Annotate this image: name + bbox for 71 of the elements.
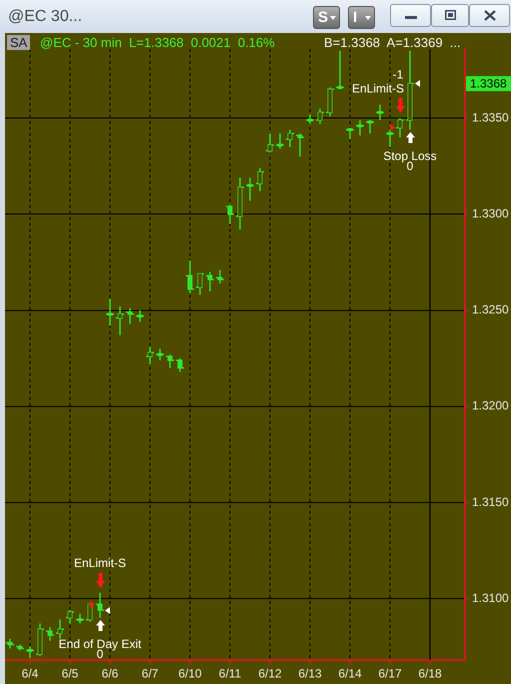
chart-subtitle: @EC - 30 min L=1.3368 0.0021 0.16%: [40, 35, 275, 50]
annotation: B=1.3368 A=1.3369 ...: [324, 35, 461, 50]
maximize-button[interactable]: [431, 4, 469, 27]
candlestick: [255, 167, 265, 192]
candlestick: [395, 117, 405, 138]
candlestick: [195, 273, 205, 296]
dropdown-button[interactable]: [313, 6, 340, 29]
candlestick: [305, 114, 315, 125]
y-tick-label: 1.3300: [472, 206, 510, 221]
candlestick: [375, 104, 385, 121]
candlestick: [25, 646, 35, 659]
candlestick: [65, 609, 75, 624]
x-tick-label: 6/12: [258, 666, 282, 681]
text: S: [318, 9, 328, 26]
candlestick: [115, 306, 125, 336]
candlestick: [355, 119, 365, 136]
candlestick: [275, 132, 285, 150]
y-tick-label: 1.3150: [472, 494, 510, 509]
x-tick-label: 6/10: [178, 666, 202, 681]
y-tick-label: 1.3250: [472, 302, 510, 317]
y-tick-label: 1.3100: [472, 590, 510, 605]
candlestick: [75, 613, 85, 624]
x-tick-label: 6/14: [338, 666, 362, 681]
candlestick: [345, 127, 355, 140]
candlestick: [365, 119, 375, 134]
close-button[interactable]: [469, 4, 510, 27]
x-tick-label: 6/13: [298, 666, 322, 681]
candlestick: [5, 638, 15, 650]
candlestick: [245, 177, 255, 202]
candlestick: [105, 298, 115, 326]
candlestick: [135, 310, 145, 323]
annotation: Stop Loss 0: [383, 149, 437, 174]
candlestick: [155, 348, 165, 361]
annotation: SA: [7, 35, 30, 50]
candlestick: [325, 86, 335, 117]
dropdown-button[interactable]: [348, 6, 375, 29]
minimize-button[interactable]: [390, 4, 431, 27]
annotation: End of Day Exit 0: [58, 637, 142, 662]
candlestick: [225, 204, 235, 225]
candlestick: [185, 260, 195, 294]
x-tick-label: 6/6: [102, 666, 119, 681]
candlestick: [215, 269, 225, 284]
candlestick: [125, 308, 135, 324]
candlestick: [35, 622, 45, 657]
x-tick-label: 6/4: [22, 666, 39, 681]
y-tick-label: 1.3200: [472, 398, 510, 413]
annotation: EnLimit-S: [74, 556, 126, 570]
candlestick: [295, 132, 305, 158]
candlestick: [385, 129, 395, 148]
candlestick: [165, 354, 175, 369]
candlestick: [285, 129, 295, 148]
x-tick-label: 6/5: [62, 666, 79, 681]
candlestick: [315, 108, 325, 125]
candlestick: [265, 132, 275, 154]
annotation: -1 EnLimit-S: [352, 67, 404, 96]
candlestick: [335, 50, 345, 90]
candlestick: [205, 271, 215, 292]
x-tick-label: 6/17: [378, 666, 402, 681]
candlestick: [45, 626, 55, 642]
candlestick: [175, 358, 185, 372]
candlestick: [145, 346, 155, 365]
x-tick-label: 6/11: [218, 666, 242, 681]
candlestick: [55, 618, 65, 640]
text: I: [353, 9, 358, 26]
y-tick-label: 1.3350: [472, 110, 510, 124]
text: 1.3368: [470, 76, 508, 90]
chart-title: @EC 30...: [8, 8, 82, 26]
x-tick-label: 6/7: [142, 666, 159, 681]
candlestick: [15, 644, 25, 652]
candlestick: [235, 177, 245, 230]
x-tick-label: 6/18: [418, 666, 442, 681]
